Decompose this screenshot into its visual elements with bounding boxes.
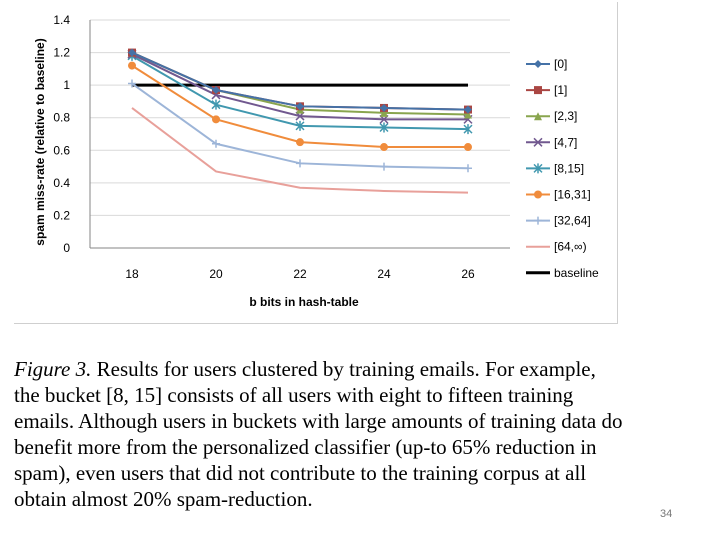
data-point: [464, 164, 472, 173]
legend-marker: [533, 163, 543, 174]
y-axis-label: spam miss-rate (relative to baseline): [33, 38, 47, 245]
legend-marker: [534, 60, 542, 68]
line-chart: 0 0.2 0.4 0.6 0.8 1 1.2 1.4 18 20 22 24 26 b bits in …: [33, 13, 599, 309]
caption-label: Figure 3.: [14, 357, 92, 381]
x-tick-label: 22: [293, 267, 307, 281]
legend-label: [2,3]: [554, 109, 577, 123]
page-number: 34: [660, 508, 673, 520]
data-point: [296, 138, 304, 147]
data-point: [296, 159, 304, 168]
caption-text: Results for users clustered by training …: [14, 357, 623, 511]
data-point: [211, 99, 221, 110]
x-tick-label: 26: [461, 267, 475, 281]
x-axis-label: b bits in hash-table: [249, 295, 359, 309]
data-point: [212, 115, 220, 124]
legend-label: [0]: [554, 57, 567, 71]
x-tick-label: 18: [125, 267, 139, 281]
x-tick-label: 24: [377, 267, 391, 281]
legend-marker: [534, 86, 542, 95]
data-point: [212, 139, 220, 148]
data-point: [295, 120, 305, 131]
legend-label: [8,15]: [554, 161, 584, 175]
legend-label: [64,∞): [554, 240, 587, 254]
data-point: [128, 48, 136, 57]
y-tick-label: 0.4: [53, 176, 70, 190]
data-point: [464, 143, 472, 152]
data-point: [463, 124, 473, 135]
legend-marker: [534, 190, 542, 199]
data-point: [464, 110, 472, 119]
x-tick-label: 20: [209, 267, 223, 281]
legend-label: [16,31]: [554, 188, 591, 202]
legend-marker: [534, 216, 542, 225]
data-point: [212, 86, 220, 95]
data-point: [380, 103, 388, 112]
y-tick-label: 0.8: [53, 111, 70, 125]
data-point: [380, 162, 388, 171]
legend-label: [32,64]: [554, 214, 591, 228]
legend-label: baseline: [554, 266, 599, 280]
figure-caption: Figure 3. Results for users clustered by…: [14, 356, 624, 512]
y-tick-label: 1.4: [53, 13, 70, 27]
data-point: [128, 79, 136, 88]
data-point: [464, 105, 472, 114]
y-tick-label: 0.6: [53, 143, 70, 157]
series-line: [131, 51, 469, 111]
y-tick-label: 1.2: [53, 46, 70, 60]
y-tick-label: 0: [63, 241, 70, 255]
series-line: [131, 107, 469, 194]
data-point: [128, 61, 136, 70]
series-line: [131, 51, 469, 111]
legend-label: [1]: [554, 83, 567, 97]
legend-marker: [534, 112, 542, 121]
legend-marker: [533, 137, 543, 147]
y-tick-label: 1: [63, 78, 70, 92]
legend-label: [4,7]: [554, 135, 577, 149]
y-tick-label: 0.2: [53, 208, 70, 222]
figure-panel: [14, 2, 618, 324]
data-point: [379, 122, 389, 133]
data-point: [296, 102, 304, 111]
data-point: [380, 143, 388, 152]
data-point: [380, 108, 388, 117]
